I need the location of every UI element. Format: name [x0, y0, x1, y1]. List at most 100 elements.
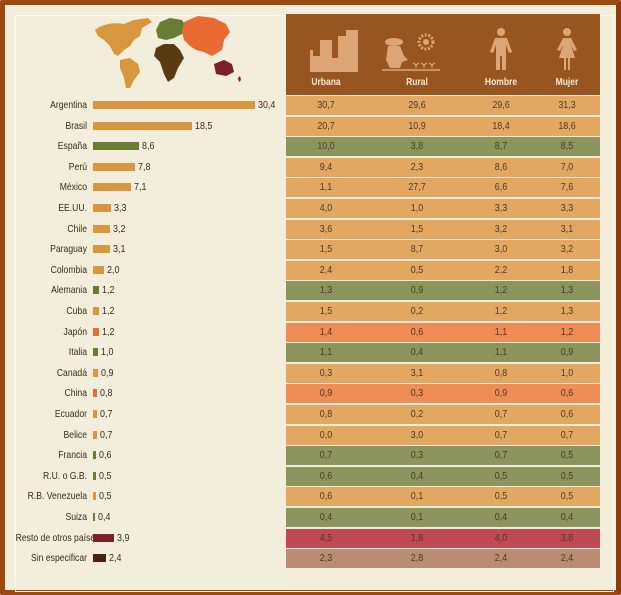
south-america-shape — [120, 58, 140, 88]
table-cell: 4,0 — [319, 202, 333, 214]
bar — [93, 348, 99, 357]
bar — [93, 554, 106, 563]
bar — [93, 327, 100, 336]
bar-value-label: 2,4 — [108, 552, 122, 565]
table-cell: 2,4 — [494, 552, 508, 565]
table-cell: 4,5 — [319, 531, 333, 544]
bar — [93, 451, 97, 460]
bar — [93, 513, 96, 521]
table-cell: 29,6 — [492, 99, 510, 111]
bar — [93, 245, 110, 254]
table-cell: 30,7 — [317, 99, 335, 111]
table-cell: 3,2 — [560, 243, 574, 256]
city-buildings-icon — [310, 30, 358, 72]
table-cell: 1,1 — [494, 325, 508, 338]
bar-value-label: 1,2 — [102, 284, 115, 297]
bar-category-label: Italia — [68, 346, 87, 359]
table-cell: 0,2 — [410, 408, 424, 420]
table-cell: 0,4 — [410, 346, 424, 359]
bar-value-label: 0,8 — [100, 387, 113, 400]
bar-category-label: R.B. Venezuela — [27, 490, 87, 503]
table-cell: 8,6 — [494, 160, 508, 173]
table-cell: 1,5 — [319, 243, 333, 256]
table-cell: 1,8 — [410, 531, 424, 544]
bar-category-label: Ecuador — [54, 408, 87, 420]
farmer-icon — [382, 33, 440, 71]
bar-value-label: 3,9 — [116, 531, 130, 544]
table-cell: 0,5 — [560, 449, 574, 462]
table-cell: 0,5 — [560, 490, 574, 503]
table-row: 1,3 0,9 1,2 1,3 — [286, 280, 600, 301]
bar-value-label: 2,0 — [106, 263, 120, 276]
table-cell: 0,5 — [560, 469, 574, 482]
table-row: 2,4 0,5 2,2 1,8 — [286, 259, 600, 280]
column-header-hombre: Hombre — [468, 14, 534, 95]
bar-value-label: 0,5 — [98, 469, 112, 482]
table-cell: 7,6 — [560, 181, 574, 194]
table-cell: 8,7 — [494, 140, 508, 153]
table-cell: 0,4 — [560, 511, 574, 523]
bar — [93, 430, 97, 439]
table-cell: 3,0 — [410, 428, 424, 441]
table-cell: 10,0 — [317, 140, 335, 153]
table-cell: 1,5 — [319, 305, 333, 317]
bar — [93, 368, 98, 377]
table-row: 9,4 2,3 8,6 7,0 — [286, 156, 600, 177]
table-cell: 1,4 — [319, 325, 333, 338]
table-cell: 0,9 — [410, 284, 424, 297]
bar-value-label: 0,7 — [99, 408, 113, 420]
table-cell: 0,6 — [560, 387, 574, 400]
table-cell: 2,4 — [560, 552, 574, 565]
table-cell: 9,4 — [319, 160, 333, 173]
table-cell: 0,9 — [560, 346, 574, 359]
bar-value-label: 7,8 — [137, 160, 150, 173]
table-cell: 0,4 — [410, 469, 424, 482]
table-cell: 1,1 — [319, 181, 333, 194]
bar — [93, 307, 100, 315]
table-cell: 0,8 — [319, 408, 333, 420]
table-cell: 0,5 — [494, 490, 508, 503]
data-table: Urbana Rural Hombre — [286, 14, 600, 582]
bar-value-label: 3,2 — [113, 222, 126, 235]
table-cell: 0,9 — [494, 387, 508, 400]
table-cell: 3,1 — [560, 222, 574, 235]
table-cell: 0,6 — [410, 325, 424, 338]
table-cell: 0,4 — [319, 511, 333, 523]
table-cell: 0,6 — [560, 408, 574, 420]
table-row: 0,6 0,1 0,5 0,5 — [286, 486, 600, 507]
table-cell: 31,3 — [558, 99, 576, 111]
column-label: Rural — [406, 77, 428, 88]
bar-value-label: 18,5 — [194, 119, 212, 132]
table-cell: 0,7 — [494, 428, 508, 441]
bar-category-label: Japón — [63, 325, 87, 338]
table-cell: 0,1 — [410, 490, 424, 503]
table-cell: 3,1 — [410, 366, 424, 379]
bar-category-label: Alemania — [51, 284, 87, 297]
bar-category-label: Brasil — [65, 119, 87, 132]
table-cell: 2,3 — [410, 160, 424, 173]
table-cell: 4,0 — [494, 531, 508, 544]
north-america-shape — [95, 18, 152, 56]
table-row: 0,9 0,3 0,9 0,6 — [286, 383, 600, 404]
bar-category-label: Cuba — [66, 305, 87, 317]
table-cell: 3,8 — [410, 140, 424, 153]
table-row: 3,6 1,5 3,2 3,1 — [286, 218, 600, 239]
table-row: 30,7 29,6 29,6 31,3 — [286, 95, 600, 116]
bar-category-label: México — [59, 181, 87, 194]
table-cell: 3,6 — [319, 222, 333, 235]
table-cell: 0,2 — [410, 305, 424, 317]
table-row: 0,7 0,3 0,7 0,5 — [286, 445, 600, 466]
bar — [93, 162, 135, 171]
table-row: 1,5 8,7 3,0 3,2 — [286, 239, 600, 260]
table-header: Urbana Rural Hombre — [286, 14, 600, 95]
table-cell: 27,7 — [408, 181, 426, 194]
table-cell: 29,6 — [408, 99, 426, 111]
bar-category-label: Francia — [58, 449, 87, 462]
bar — [93, 410, 97, 418]
table-row: 10,0 3,8 8,7 8,5 — [286, 136, 600, 157]
bar — [93, 286, 100, 295]
bar — [93, 204, 111, 212]
bar-category-label: Colombia — [50, 263, 87, 276]
table-cell: 0,7 — [319, 449, 333, 462]
table-cell: 0,3 — [410, 449, 424, 462]
